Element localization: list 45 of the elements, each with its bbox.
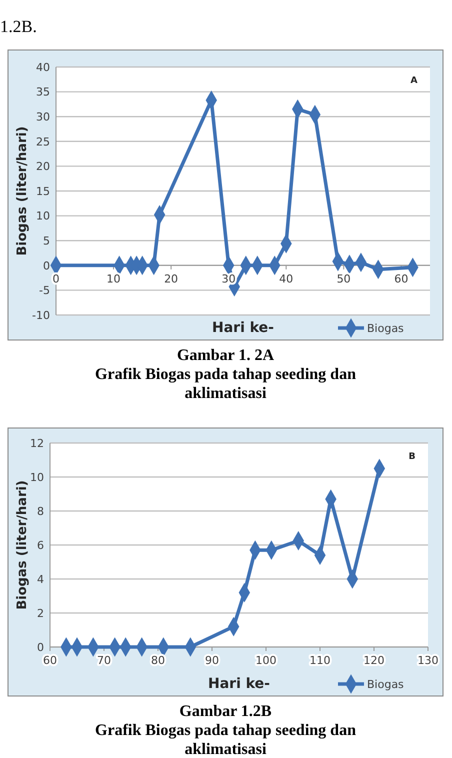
x-tick-label: 60 bbox=[394, 272, 408, 286]
y-tick-label: 15 bbox=[36, 184, 50, 198]
text: Grafik Biogas pada tahap seeding dan aklimatisasi bbox=[95, 722, 356, 758]
x-tick-label: 110 bbox=[310, 654, 330, 667]
annotation: A bbox=[410, 76, 418, 86]
x-tick-label: 10 bbox=[106, 272, 121, 286]
y-tick-label: 0 bbox=[43, 259, 50, 272]
x-tick-label: 0 bbox=[52, 272, 60, 286]
y-tick-label: -10 bbox=[32, 308, 50, 322]
x-axis-title: Hari ke- bbox=[212, 320, 274, 336]
x-tick-label: 130 bbox=[418, 654, 438, 667]
text: Grafik Biogas pada tahap seeding dan aklimatisasi bbox=[95, 366, 356, 402]
y-tick-label: 35 bbox=[36, 86, 50, 99]
y-tick-label: 0 bbox=[37, 640, 44, 654]
x-tick-label: 90 bbox=[205, 654, 219, 667]
x-tick-label: 80 bbox=[151, 654, 165, 667]
y-tick-label: 30 bbox=[36, 110, 50, 124]
y-tick-label: 8 bbox=[37, 504, 44, 518]
y-tick-label: -5 bbox=[39, 284, 50, 298]
text: 1.2B. bbox=[0, 17, 37, 36]
y-tick-label: 20 bbox=[36, 160, 50, 174]
y-tick-label: 2 bbox=[37, 606, 44, 620]
y-axis-title: Biogas (liter/hari) bbox=[15, 480, 30, 610]
y-tick-label: 6 bbox=[37, 538, 44, 552]
x-tick-label: 70 bbox=[97, 654, 111, 667]
x-tick-label: 60 bbox=[43, 654, 57, 667]
text: Gambar 1.2B bbox=[179, 703, 272, 720]
legend-label: Biogas bbox=[367, 322, 404, 335]
y-tick-label: 10 bbox=[36, 210, 50, 223]
x-axis-title: Hari ke- bbox=[208, 676, 270, 692]
y-tick-label: 4 bbox=[37, 572, 44, 586]
x-tick-label: 100 bbox=[256, 654, 276, 667]
y-tick-label: 12 bbox=[30, 436, 44, 450]
legend-label: Biogas bbox=[367, 678, 404, 691]
y-tick-label: 25 bbox=[36, 135, 50, 148]
y-tick-label: 10 bbox=[30, 470, 44, 484]
annotation: B bbox=[408, 452, 416, 462]
x-tick-label: 20 bbox=[164, 272, 178, 286]
x-tick-label: 50 bbox=[336, 272, 351, 286]
y-axis-title: Biogas (liter/hari) bbox=[15, 126, 30, 256]
y-tick-label: 40 bbox=[36, 60, 50, 74]
x-tick-label: 120 bbox=[364, 654, 384, 667]
text: Gambar 1. 2A bbox=[176, 347, 274, 364]
x-tick-label: 40 bbox=[279, 272, 294, 286]
y-tick-label: 5 bbox=[43, 234, 50, 248]
